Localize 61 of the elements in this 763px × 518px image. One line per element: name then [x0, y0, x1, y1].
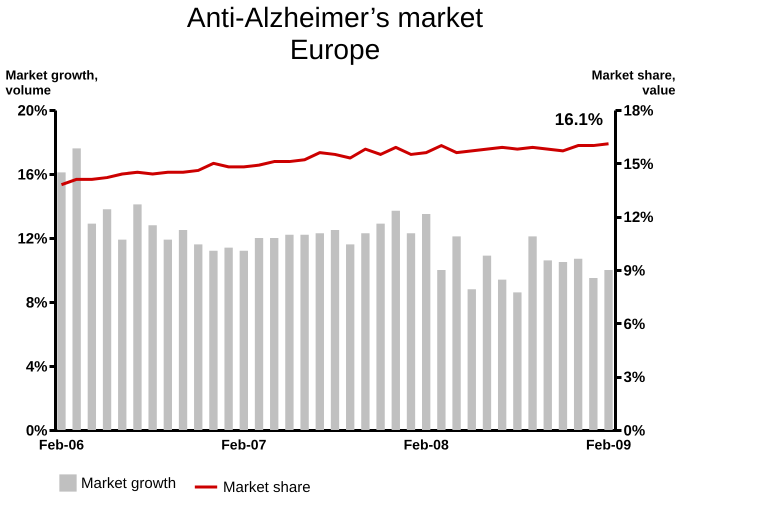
y2-tick-label: 12% — [624, 209, 654, 226]
y-tick-label: 12% — [17, 230, 48, 248]
y2-tick-label: 15% — [624, 156, 654, 173]
bar — [209, 250, 218, 430]
bar — [285, 234, 294, 430]
y-tick-label: 0% — [26, 422, 48, 440]
chart-title: Anti-Alzheimer’s market Europe — [186, 2, 484, 65]
bar — [482, 256, 492, 430]
bar — [528, 236, 537, 430]
bar — [468, 289, 476, 430]
y2-tick-label: 18% — [624, 102, 654, 120]
y2-tick-label: 9% — [624, 262, 646, 280]
bar — [72, 148, 81, 430]
y-tick-label: 16% — [17, 166, 48, 184]
y2-tick-label: 0% — [624, 422, 646, 440]
bar — [270, 238, 278, 430]
y-tick-label: 8% — [26, 294, 48, 312]
bar — [118, 240, 126, 430]
bar — [330, 230, 340, 430]
y2-tick-label: 3% — [624, 369, 646, 386]
bar — [102, 209, 112, 430]
bar — [178, 230, 188, 430]
bar — [392, 210, 400, 430]
bar — [558, 262, 568, 430]
annotation: 16.1% — [554, 110, 603, 129]
bar — [437, 270, 446, 430]
bar — [194, 244, 202, 430]
bar — [361, 233, 370, 430]
bar — [57, 172, 66, 430]
bar — [589, 278, 598, 430]
bar — [300, 234, 309, 430]
y-axis-title: Market growth, volume — [6, 68, 98, 98]
bar — [240, 250, 248, 430]
line-series — [60, 142, 610, 186]
bar — [406, 233, 416, 430]
y-tick-label: 20% — [17, 102, 48, 120]
y2-tick-label: 6% — [624, 316, 646, 333]
bar — [574, 258, 582, 430]
bar — [452, 236, 461, 430]
x-tick-label: Feb-06 — [38, 436, 84, 452]
bar — [422, 214, 430, 430]
bar — [148, 225, 157, 430]
bar — [544, 260, 552, 430]
bar — [316, 233, 324, 430]
bar — [498, 280, 506, 430]
x-tick-label: Feb-08 — [404, 436, 449, 452]
y2-axis-title: Market share, value — [592, 68, 676, 98]
legend-label: Market growth — [81, 475, 176, 492]
legend-label: Market share — [223, 479, 311, 496]
x-tick-label: Feb-09 — [586, 436, 632, 452]
bar — [513, 292, 522, 430]
bar — [133, 204, 142, 430]
bar — [254, 238, 264, 430]
bar — [346, 244, 354, 430]
bar — [224, 248, 233, 430]
x-tick-label: Feb-07 — [221, 436, 267, 452]
bar — [88, 224, 96, 430]
bar — [164, 240, 172, 430]
bar — [604, 270, 613, 430]
y-tick-label: 4% — [26, 358, 48, 376]
bar — [376, 224, 385, 430]
